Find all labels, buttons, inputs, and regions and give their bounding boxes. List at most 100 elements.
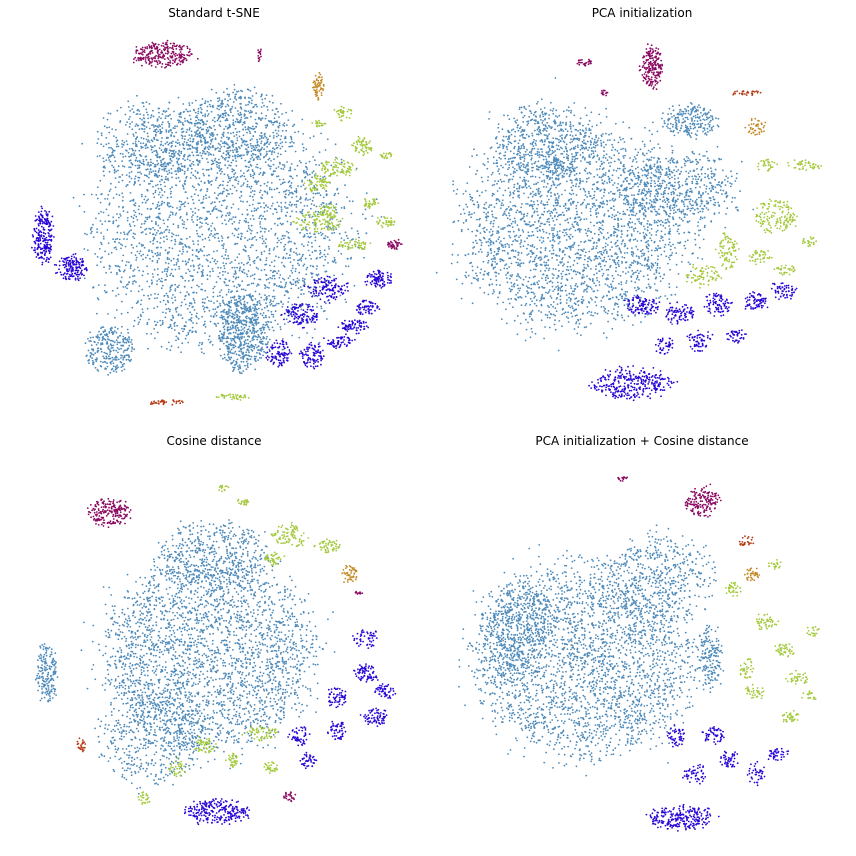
scatter-point [289,223,292,226]
scatter-point [218,158,220,161]
scatter-point [184,303,187,306]
scatter-point [161,123,163,126]
scatter-point [238,146,240,148]
scatter-point [167,136,170,139]
scatter-point [114,368,117,371]
scatter-point [142,117,145,119]
scatter-point [148,250,150,253]
scatter-point [199,221,202,224]
scatter-point [170,284,173,287]
scatter-point [156,246,159,249]
scatter-point [137,290,140,293]
scatter-point [265,245,268,247]
scatter-point [113,247,116,249]
scatter-point [148,285,151,288]
scatter-point [245,360,248,363]
scatter-point [133,275,136,277]
scatter-point [231,170,234,173]
scatter-point [268,100,271,103]
scatter-point [252,176,255,179]
scatter-point [75,266,77,269]
scatter-point [114,316,116,319]
scatter-point [265,126,267,129]
scatter-point [167,131,170,133]
scatter-point [333,231,336,234]
scatter-point [217,104,219,107]
scatter-point [246,209,249,211]
scatter-point [266,192,269,195]
scatter-point [242,268,245,271]
scatter-point [141,195,143,198]
scatter-point [284,257,287,260]
scatter-point [249,109,252,112]
scatter-point [126,211,129,214]
scatter-point [216,107,219,110]
scatter-point [371,215,374,218]
scatter-point [44,210,46,212]
scatter-point [210,127,213,130]
scatter-point [393,239,396,242]
scatter-point [135,123,138,125]
scatter-point [97,349,100,352]
scatter-point [283,164,286,167]
scatter-point [110,347,113,349]
scatter-point [263,231,266,233]
scatter-point [319,298,322,301]
scatter-point [312,135,315,138]
scatter-point [79,272,82,274]
scatter-point [221,112,224,115]
scatter-point [237,354,240,356]
scatter-point [205,168,208,171]
scatter-point [170,56,173,59]
scatter-point [64,263,67,266]
scatter-point [270,173,273,176]
scatter-point [223,128,226,131]
scatter-point [42,231,45,234]
scatter-point [244,128,247,131]
scatter-point [186,158,189,161]
scatter-point [271,295,274,298]
scatter-point [68,269,71,271]
scatter-point [35,219,38,222]
scatter-point [254,322,256,324]
scatter-point [152,192,155,195]
scatter-point [291,140,293,143]
scatter-point [234,97,236,100]
scatter-point [265,316,267,319]
scatter-point [241,312,243,315]
scatter-point [209,146,212,149]
scatter-point [170,190,173,193]
scatter-point [170,345,173,348]
scatter-point [187,331,190,334]
scatter-point [111,360,114,362]
scatter-point [218,167,221,169]
scatter-point [284,285,287,288]
scatter-point [263,298,266,301]
scatter-point [389,240,392,243]
scatter-point [223,328,226,331]
scatter-point [167,296,170,298]
scatter-point [130,350,133,352]
scatter-point [238,333,240,336]
scatter-point [169,61,172,64]
scatter-point [149,168,152,170]
scatter-point [203,254,206,257]
scatter-point [239,266,242,269]
scatter-point [307,249,310,252]
scatter-point [324,270,327,273]
scatter-point [72,196,75,199]
scatter-point [313,292,315,295]
scatter-point [263,210,266,213]
scatter-point [229,188,232,191]
scatter-point [163,294,166,297]
scatter-point [247,366,249,369]
scatter-point [173,110,175,113]
scatter-point [231,361,234,364]
scatter-point [243,343,246,346]
scatter-point [263,284,266,286]
scatter-point [301,118,304,121]
scatter-point [115,359,118,361]
scatter-point [187,268,190,271]
scatter-point [252,125,254,128]
scatter-point [177,234,180,237]
